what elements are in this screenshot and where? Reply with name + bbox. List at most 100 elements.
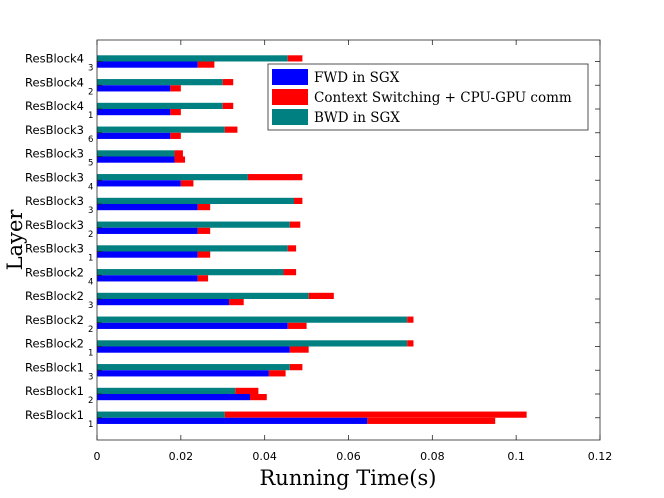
bar-bwd-comm [174,150,183,157]
bar-fwd [97,275,198,282]
bar-fwd-comm [268,370,286,377]
y-tick-subscript: 2 [88,396,93,406]
bar-fwd [97,251,198,258]
bar-bwd-comm [283,269,297,276]
bar-fwd [97,132,171,139]
y-tick-subscript: 3 [88,372,93,382]
bar-bwd [97,150,175,157]
bar-fwd-comm [249,394,267,401]
bar-bwd [97,411,225,418]
y-tick-subscript: 3 [88,64,93,74]
x-axis-title: Running Time(s) [260,466,437,490]
bar-fwd-comm [229,299,244,306]
legend: FWD in SGX Context Switching + CPU-GPU co… [267,63,589,131]
y-tick-subscript: 2 [88,325,93,335]
y-tick-subscript: 3 [88,206,93,216]
bar-bwd-comm [294,197,303,204]
bar-fwd-comm [170,132,181,139]
y-tick-label: ResBlock1 [25,360,84,374]
y-tick-subscript: 4 [88,277,93,287]
bar-fwd [97,322,288,329]
x-tick-label: 0.02 [169,450,194,463]
y-tick-label: ResBlock3 [25,194,84,208]
x-tick-label: 0.08 [420,450,445,463]
bar-bwd [97,269,284,276]
bar-bwd-comm [222,79,234,86]
bar-bwd [97,55,288,62]
bar-fwd [97,417,368,424]
y-tick-label: ResBlock2 [25,313,84,327]
bar-bwd [97,102,223,109]
bar-fwd-comm [170,85,181,92]
bar-fwd-comm [180,180,194,187]
y-tick-label: ResBlock3 [25,170,84,184]
bar-bwd-comm [289,221,301,228]
bar-fwd [97,299,230,306]
bar-fwd-comm [174,156,186,163]
bar-bwd-comm [235,387,259,394]
bar-bwd-comm [287,55,303,62]
x-axis-ticks: 0 0.02 0.04 0.06 0.08 0.1 0.12 [94,40,613,463]
bar-bwd [97,126,225,133]
bar-bwd-comm [224,126,238,133]
bar-bwd [97,174,248,181]
bar-fwd-comm [287,322,307,329]
bar-fwd [97,85,171,92]
y-tick-label: ResBlock2 [25,265,84,279]
y-tick-label: ResBlock1 [25,384,84,398]
bar-fwd [97,61,198,68]
bar-bwd [97,292,309,299]
bar-bwd [97,245,288,252]
bar-bwd [97,387,236,394]
legend-swatch [272,89,308,105]
bar-bwd [97,79,223,86]
x-tick-label: 0.04 [252,450,277,463]
y-tick-subscript: 5 [88,159,93,169]
y-tick-subscript: 1 [88,420,93,430]
legend-box [267,63,589,131]
x-tick-label: 0 [94,450,101,463]
y-tick-label: ResBlock3 [25,123,84,137]
legend-swatch [272,69,308,85]
bar-fwd-comm [197,275,209,282]
y-tick-subscript: 1 [88,349,93,359]
x-tick-label: 0.12 [588,450,613,463]
y-tick-subscript: 1 [88,111,93,121]
bar-fwd [97,204,198,211]
bar-fwd [97,109,171,116]
bar-fwd-comm [197,251,211,258]
y-tick-label: ResBlock3 [25,242,84,256]
y-tick-label: ResBlock1 [25,408,84,422]
bar-bwd [97,340,408,347]
bar-bwd-comm [287,245,297,252]
bar-fwd [97,370,269,377]
y-tick-subscript: 2 [88,87,93,97]
y-tick-label: ResBlock3 [25,218,84,232]
bar-bwd-comm [308,292,334,299]
bar-fwd [97,346,290,353]
bar-bwd-comm [289,364,303,371]
y-tick-label: ResBlock4 [25,99,84,113]
bar-bwd-comm [407,340,414,347]
bar-fwd-comm [197,204,211,211]
bar-fwd-comm [289,346,309,353]
bar-bwd [97,316,408,323]
y-tick-label: ResBlock2 [25,289,84,303]
bar-fwd [97,180,181,187]
y-tick-subscript: 6 [88,135,93,145]
bar-bwd-comm [407,316,414,323]
bar-bwd-comm [224,411,527,418]
y-tick-subscript: 4 [88,182,93,192]
x-tick-label: 0.1 [507,450,525,463]
bar-bwd-comm [247,174,303,181]
bar-fwd [97,394,250,401]
y-tick-subscript: 2 [88,230,93,240]
bar-fwd-comm [367,417,496,424]
bar-fwd [97,227,198,234]
bar-fwd-comm [197,227,211,234]
y-axis-ticks: ResBlock4 3 ResBlock4 2 ResBlock4 1 ResBlock3 6… [25,52,600,430]
bar-layer [97,55,527,424]
y-tick-label: ResBlock2 [25,337,84,351]
y-tick-subscript: 3 [88,301,93,311]
